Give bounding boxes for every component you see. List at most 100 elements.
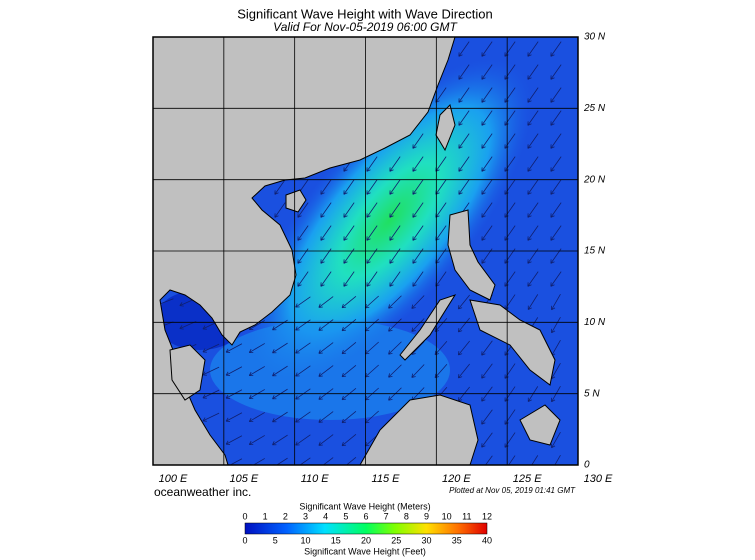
wave-arrow — [481, 64, 493, 80]
wave-arrow — [341, 433, 357, 447]
wave-arrow — [554, 454, 561, 465]
wave-arrow — [457, 317, 470, 333]
meters-tick-label: 2 — [283, 511, 288, 521]
wave-arrow — [481, 202, 493, 218]
meters-tick-label: 5 — [343, 511, 348, 521]
wave-arrow — [527, 294, 539, 310]
wave-arrow — [388, 318, 402, 332]
wave-arrow — [412, 225, 424, 241]
wave-arrow — [343, 179, 355, 195]
wave-arrow — [320, 179, 332, 195]
wave-arrow — [366, 271, 378, 287]
wave-arrow — [434, 363, 448, 379]
wave-arrow — [481, 179, 493, 195]
wave-arrow — [411, 364, 425, 378]
wave-arrow — [457, 363, 470, 379]
wave-arrow — [481, 133, 493, 149]
feet-tick-label: 35 — [452, 535, 462, 545]
wave-arrow — [295, 434, 311, 446]
wave-arrow — [457, 294, 470, 310]
wave-arrow — [412, 271, 424, 287]
wave-field — [210, 320, 450, 420]
lat-label: 10 N — [584, 317, 606, 328]
graticule — [153, 37, 578, 465]
wave-arrow — [412, 179, 424, 195]
land — [169, 344, 206, 401]
wave-arrow — [504, 202, 516, 218]
wave-arrow — [272, 434, 288, 446]
wave-arrow — [458, 156, 470, 172]
wave-arrow — [527, 202, 539, 218]
wave-arrow — [481, 87, 493, 103]
wave-arrow — [295, 365, 311, 377]
wave-arrow — [504, 87, 516, 103]
colorbar — [244, 522, 488, 535]
wave-arrow — [550, 87, 562, 103]
wave-arrow — [366, 156, 378, 172]
wave-arrow — [434, 317, 448, 333]
map-frame — [152, 36, 579, 466]
lat-label: 15 N — [584, 246, 606, 257]
wave-arrow — [411, 318, 425, 332]
wave-arrow — [551, 316, 561, 334]
lat-label: 20 N — [583, 174, 606, 185]
wave-arrow — [342, 456, 357, 465]
wave-arrow — [248, 343, 265, 353]
meters-tick-label: 6 — [363, 511, 368, 521]
wave-arrow — [389, 156, 401, 172]
wave-arrow — [550, 156, 562, 172]
wave-arrow — [412, 202, 424, 218]
wave-arrow — [225, 435, 243, 445]
wave-arrow — [248, 435, 265, 445]
wave-arrow — [458, 133, 470, 149]
wave-arrow — [485, 455, 493, 465]
wave-arrow — [481, 225, 493, 241]
meters-tick-label: 12 — [482, 511, 492, 521]
feet-tick-label: 0 — [242, 535, 247, 545]
wave-arrow — [389, 179, 401, 195]
wave-arrow — [341, 364, 357, 378]
meters-tick-label: 3 — [303, 511, 308, 521]
wave-arrow — [481, 156, 493, 172]
wave-arrow — [527, 225, 539, 241]
feet-tick-label: 40 — [482, 535, 492, 545]
feet-tick-label: 30 — [421, 535, 431, 545]
wave-arrow — [527, 156, 539, 172]
wave-arrow — [248, 366, 265, 376]
island — [285, 189, 307, 213]
meters-tick-label: 1 — [263, 511, 268, 521]
wave-arrow — [504, 271, 516, 287]
wave-arrow — [551, 293, 561, 311]
wave-arrow — [272, 342, 288, 354]
wave-arrow — [481, 110, 493, 126]
wave-arrow — [434, 340, 448, 356]
wave-arrow — [550, 133, 562, 149]
wave-arrow — [550, 225, 562, 241]
wave-arrow — [481, 409, 493, 425]
wave-arrow — [341, 410, 357, 424]
wave-arrow — [341, 341, 357, 355]
wave-arrow — [527, 271, 539, 287]
lat-label: 25 N — [583, 103, 606, 114]
lon-label: 125 E — [513, 473, 542, 485]
plotted-time: Plotted at Nov 05, 2019 01:41 GMT — [449, 486, 576, 495]
wave-arrow — [504, 179, 516, 195]
wave-arrow — [318, 411, 334, 423]
wave-arrow — [320, 202, 332, 218]
wave-arrow — [341, 295, 357, 309]
wave-arrow — [550, 64, 562, 80]
wave-arrow — [388, 341, 402, 355]
feet-tick-label: 5 — [273, 535, 278, 545]
wave-arrow — [527, 41, 539, 57]
wave-arrow — [481, 363, 493, 379]
lon-label: 115 E — [372, 473, 401, 485]
wave-arrow — [550, 179, 562, 195]
lon-label: 110 E — [301, 473, 330, 485]
wave-arrow — [550, 110, 562, 126]
wave-arrow — [297, 271, 309, 287]
wave-arrow — [202, 412, 220, 422]
wave-arrow — [458, 41, 470, 57]
lon-label: 130 E — [584, 473, 613, 485]
wave-arrow — [458, 110, 470, 126]
